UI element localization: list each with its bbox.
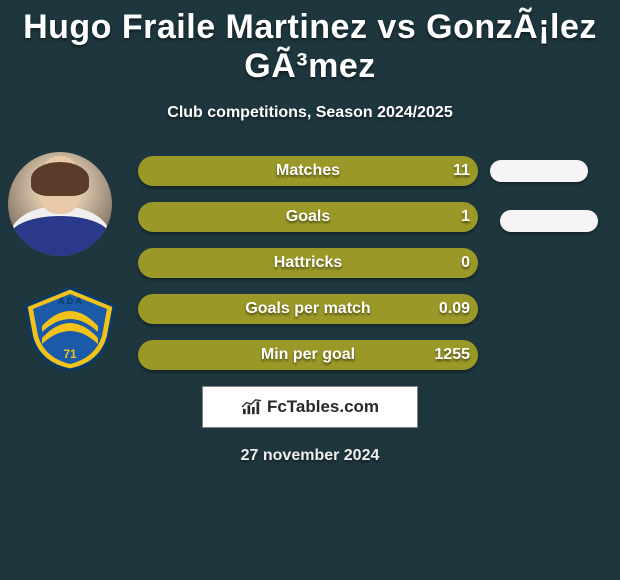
stat-row-goals: Goals 1	[138, 202, 478, 232]
page-title: Hugo Fraile Martinez vs GonzÃ¡lez GÃ³mez	[0, 0, 620, 86]
stat-label: Matches	[138, 156, 478, 186]
stat-value-left: 1255	[434, 340, 470, 370]
stat-label: Goals per match	[138, 294, 478, 324]
stat-value-left: 11	[453, 156, 470, 186]
stat-label: Min per goal	[138, 340, 478, 370]
stat-value-left: 0	[461, 248, 470, 278]
player-avatar-left	[8, 152, 112, 256]
date-text: 27 november 2024	[0, 447, 620, 465]
svg-text:A D A: A D A	[58, 296, 82, 306]
subtitle: Club competitions, Season 2024/2025	[0, 104, 620, 122]
stat-row-min-per-goal: Min per goal 1255	[138, 340, 478, 370]
stat-label: Hattricks	[138, 248, 478, 278]
stat-pill-right	[490, 160, 588, 182]
chart-icon	[241, 398, 263, 416]
stat-rows: Matches 11 Goals 1 Hattricks 0 Goals per…	[138, 156, 478, 386]
svg-text:71: 71	[63, 347, 77, 361]
stat-row-matches: Matches 11	[138, 156, 478, 186]
stat-row-hattricks: Hattricks 0	[138, 248, 478, 278]
stat-pill-right	[500, 210, 598, 232]
club-badge-left: A D A 71	[20, 286, 120, 372]
watermark-link[interactable]: FcTables.com	[202, 386, 418, 428]
watermark-text: FcTables.com	[267, 397, 379, 417]
stat-row-goals-per-match: Goals per match 0.09	[138, 294, 478, 324]
stat-value-left: 0.09	[439, 294, 470, 324]
stat-value-left: 1	[461, 202, 470, 232]
stat-label: Goals	[138, 202, 478, 232]
